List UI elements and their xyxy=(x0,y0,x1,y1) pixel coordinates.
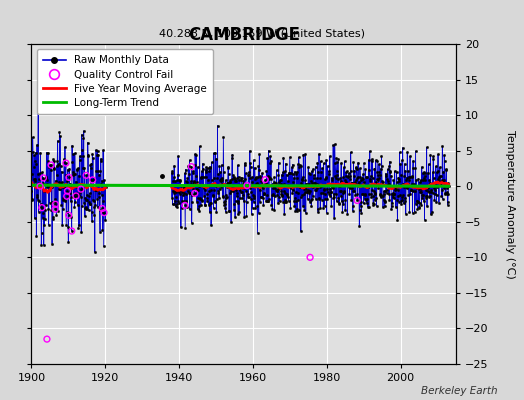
Point xyxy=(47,162,56,168)
Point xyxy=(353,197,362,204)
Point xyxy=(38,204,46,211)
Point xyxy=(306,254,314,260)
Text: 40.283 N, 100.159 W (United States): 40.283 N, 100.159 W (United States) xyxy=(159,29,365,39)
Legend: Raw Monthly Data, Quality Control Fail, Five Year Moving Average, Long-Term Tren: Raw Monthly Data, Quality Control Fail, … xyxy=(37,49,213,114)
Point xyxy=(51,201,60,208)
Point xyxy=(191,190,199,196)
Point xyxy=(36,183,44,189)
Point xyxy=(181,202,189,209)
Title: CAMBRIDGE: CAMBRIDGE xyxy=(188,26,300,44)
Point xyxy=(82,172,90,178)
Point xyxy=(261,176,269,183)
Point xyxy=(68,228,76,234)
Point xyxy=(98,205,106,212)
Point xyxy=(63,188,72,194)
Point xyxy=(243,182,251,189)
Point xyxy=(64,212,73,218)
Point xyxy=(187,164,195,170)
Point xyxy=(65,174,73,181)
Point xyxy=(39,175,48,181)
Point xyxy=(62,160,70,166)
Point xyxy=(77,186,85,192)
Point xyxy=(43,336,51,342)
Point xyxy=(72,193,80,199)
Y-axis label: Temperature Anomaly (°C): Temperature Anomaly (°C) xyxy=(505,130,515,278)
Point xyxy=(89,177,97,183)
Point xyxy=(62,193,71,200)
Point xyxy=(51,206,59,212)
Point xyxy=(100,210,108,216)
Text: Berkeley Earth: Berkeley Earth xyxy=(421,386,498,396)
